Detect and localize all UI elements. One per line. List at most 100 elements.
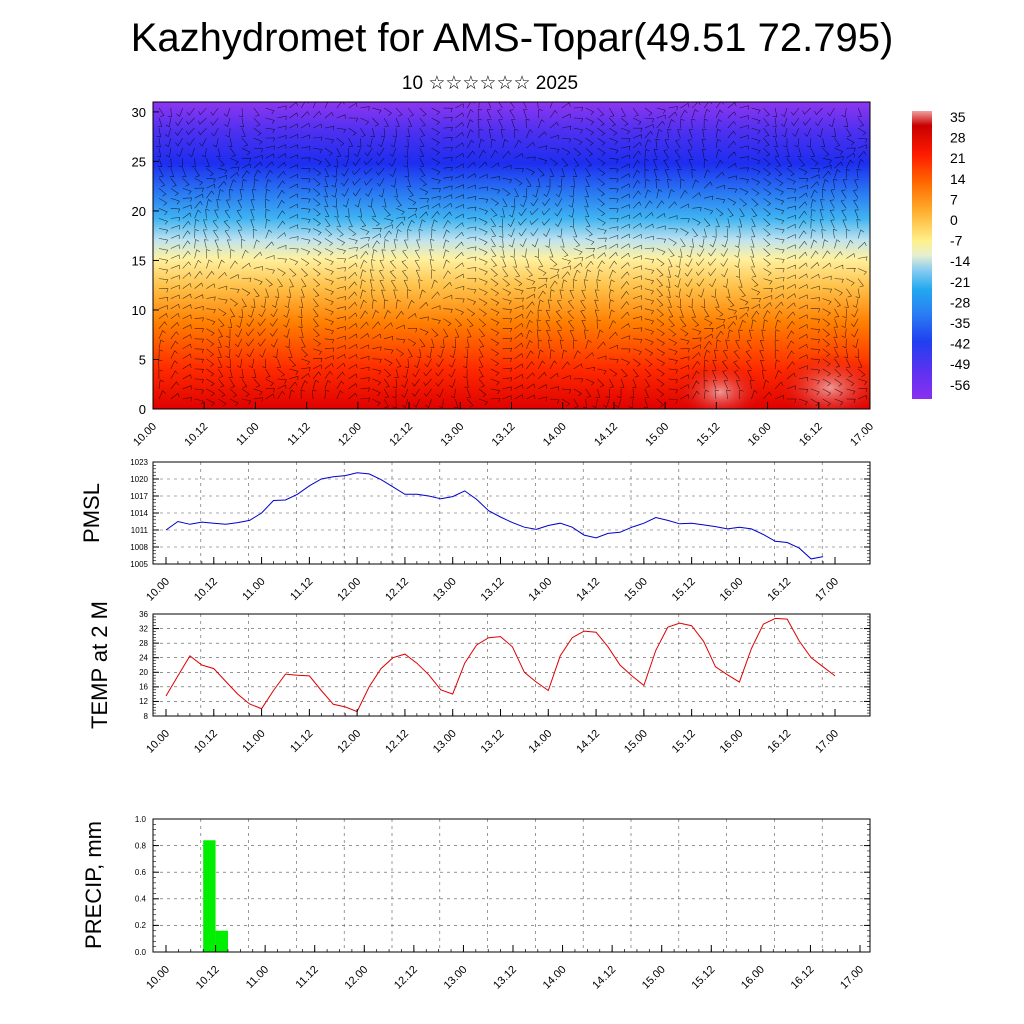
pmsl-series-line (165, 472, 824, 560)
y-tick-label: 5 (139, 352, 146, 367)
x-tick-label: 15.12 (689, 964, 717, 992)
y-tick-label: 20 (139, 668, 148, 677)
y-tick-label: 8 (144, 712, 149, 721)
y-tick-label: 28 (139, 639, 148, 648)
x-tick-label: 13.12 (479, 576, 507, 604)
cross-section-panel: 0 5 10 15 20 25 30 10.00 10.12 11.00 11.12 12.00 12… (131, 101, 876, 449)
temp-panel: 8 12 16 20 24 28 32 36 10.00 10.12 11.00 11.12 12.0… (87, 601, 871, 756)
x-tick-label: 17.00 (838, 964, 866, 992)
x-tick-label: 12.00 (336, 421, 364, 449)
y-tick-label: 1023 (130, 458, 148, 467)
x-tick-label: 16.12 (765, 728, 793, 756)
x-tick-label: 12.12 (383, 576, 411, 604)
colorbar-label: -56 (950, 377, 970, 393)
y-tick-label: 20 (132, 204, 146, 219)
colorbar-label: -21 (950, 274, 970, 290)
y-tick-label: 25 (132, 154, 146, 169)
x-tick-label: 12.12 (392, 964, 420, 992)
x-tick-label: 17.00 (813, 576, 841, 604)
y-tick-label: 0.8 (135, 841, 147, 850)
precip-grid (153, 818, 870, 953)
colorbar-label: -28 (950, 294, 970, 310)
x-tick-label: 17.00 (813, 728, 841, 756)
x-tick-label: 10.12 (182, 421, 210, 449)
page-title: Kazhydromet for AMS-Topar(49.51 72.795) (130, 16, 894, 60)
x-tick-label: 12.00 (335, 576, 363, 604)
y-tick-label: 0 (139, 402, 146, 417)
temp-grid (153, 613, 870, 717)
y-tick-label: 0.0 (135, 948, 147, 957)
x-tick-label: 11.12 (285, 421, 312, 448)
x-tick-label: 10.12 (192, 728, 220, 756)
x-tick-label: 10.00 (144, 728, 172, 756)
x-tick-label: 17.00 (848, 421, 876, 449)
x-tick-label: 15.12 (670, 576, 698, 604)
y-tick-label: 36 (139, 610, 148, 619)
pmsl-ylabel: PMSL (79, 483, 104, 543)
colorbar-bar (912, 111, 932, 399)
colorbar-label: -14 (950, 253, 970, 269)
x-tick-label: 10.00 (144, 964, 172, 992)
cross-section-y-axis: 0 5 10 15 20 25 30 (132, 105, 159, 417)
x-tick-label: 12.12 (383, 728, 411, 756)
temp-y-axis: 8 12 16 20 24 28 32 36 (139, 610, 870, 721)
page-subtitle: 10 ☆☆☆☆☆☆ 2025 (401, 73, 579, 94)
x-tick-label: 14.00 (526, 576, 554, 604)
colorbar-label: 21 (950, 150, 966, 166)
colorbar-label: 0 (950, 212, 958, 228)
x-tick-label: 15.00 (622, 576, 650, 604)
y-tick-label: 30 (132, 105, 146, 120)
colorbar-labels: 35 28 21 14 7 0 -7 -14 -21 -28 -35 -42 -49 -56 (950, 109, 970, 393)
x-tick-label: 11.00 (244, 964, 271, 991)
x-tick-label: 13.12 (479, 728, 507, 756)
x-tick-label: 13.12 (491, 964, 519, 992)
y-tick-label: 0.4 (135, 895, 147, 904)
x-tick-label: 14.12 (574, 728, 602, 756)
x-tick-label: 10.00 (144, 576, 172, 604)
x-tick-label: 16.00 (718, 728, 746, 756)
x-tick-label: 13.00 (431, 728, 459, 756)
x-tick-label: 12.12 (387, 421, 415, 449)
y-tick-label: 1014 (130, 509, 148, 518)
precip-bar (215, 930, 228, 952)
precip-bar (203, 840, 216, 952)
y-tick-label: 1017 (130, 492, 148, 501)
colorbar-label: -42 (950, 336, 970, 352)
x-tick-label: 11.00 (234, 421, 261, 448)
x-tick-label: 12.00 (335, 728, 363, 756)
colorbar-label: 7 (950, 191, 958, 207)
colorbar-label: 28 (950, 130, 966, 146)
colorbar-label: -7 (950, 233, 963, 249)
pmsl-panel: 1005 1008 1011 1014 1017 1020 1023 10.00 10.12 1… (79, 458, 871, 604)
x-tick-label: 14.12 (590, 964, 618, 992)
precip-panel: 0.0 0.2 0.4 0.6 0.8 1.0 10.00 10.12 11.00 11.12 1… (81, 815, 871, 992)
x-tick-label: 14.00 (526, 728, 554, 756)
x-tick-label: 11.12 (293, 964, 320, 991)
x-tick-label: 16.00 (739, 964, 767, 992)
x-tick-label: 14.00 (541, 964, 569, 992)
x-tick-label: 16.12 (797, 421, 825, 449)
temp-ylabel: TEMP at 2 M (87, 601, 112, 729)
x-tick-label: 14.12 (574, 576, 602, 604)
cross-section-field (153, 102, 870, 409)
precip-y-axis: 0.0 0.2 0.4 0.6 0.8 1.0 (135, 815, 870, 957)
colorbar-label: -35 (950, 315, 970, 331)
x-tick-label: 10.00 (131, 421, 159, 449)
pmsl-y-axis: 1005 1008 1011 1014 1017 1020 1023 (130, 458, 870, 569)
wind-barbs (156, 102, 868, 409)
y-tick-label: 0.2 (135, 921, 147, 930)
x-tick-label: 16.12 (789, 964, 817, 992)
colorbar-label: -49 (950, 356, 970, 372)
x-tick-label: 16.12 (765, 576, 793, 604)
y-tick-label: 1005 (130, 560, 148, 569)
y-tick-label: 1.0 (135, 815, 147, 824)
x-tick-label: 11.12 (288, 728, 315, 755)
x-tick-label: 16.00 (718, 576, 746, 604)
x-tick-label: 13.00 (431, 576, 459, 604)
x-tick-label: 15.12 (670, 728, 698, 756)
y-tick-label: 1008 (130, 543, 148, 552)
x-tick-label: 10.12 (194, 964, 222, 992)
wind-barb-field (156, 102, 868, 409)
x-tick-label: 11.12 (288, 576, 315, 603)
